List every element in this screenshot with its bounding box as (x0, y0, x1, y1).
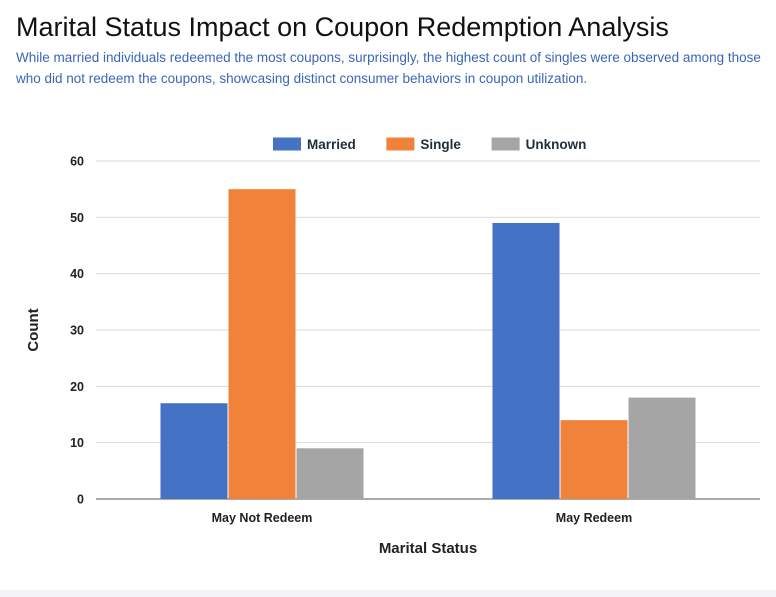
y-tick-label: 50 (70, 211, 84, 225)
bar-single-1 (228, 189, 296, 499)
y-tick-label: 20 (70, 380, 84, 394)
bar-married-1 (160, 403, 228, 499)
x-tick-label: May Not Redeem (212, 511, 313, 525)
legend-label-married: Married (307, 137, 356, 152)
bar-single-2 (560, 420, 628, 499)
bottom-strip (0, 590, 776, 597)
legend-swatch-married (273, 137, 301, 151)
bar-unknown-2 (628, 397, 696, 499)
legend-label-unknown: Unknown (526, 137, 587, 152)
y-axis-title: Count (25, 308, 42, 351)
y-tick-label: 30 (70, 324, 84, 338)
y-tick-label: 60 (70, 155, 84, 169)
chart-subtitle: While married individuals redeemed the m… (16, 50, 761, 86)
y-tick-label: 40 (70, 267, 84, 281)
legend-label-single: Single (420, 137, 461, 152)
chart-title: Marital Status Impact on Coupon Redempti… (16, 12, 669, 42)
bar-married-2 (492, 222, 560, 499)
bar-unknown-1 (296, 448, 364, 499)
legend-swatch-single (386, 137, 415, 151)
legend-swatch-unknown (491, 137, 520, 151)
y-tick-label: 10 (70, 436, 84, 450)
x-tick-label: May Redeem (556, 511, 632, 525)
x-axis-title: Marital Status (379, 540, 477, 557)
y-tick-label: 0 (77, 493, 84, 507)
